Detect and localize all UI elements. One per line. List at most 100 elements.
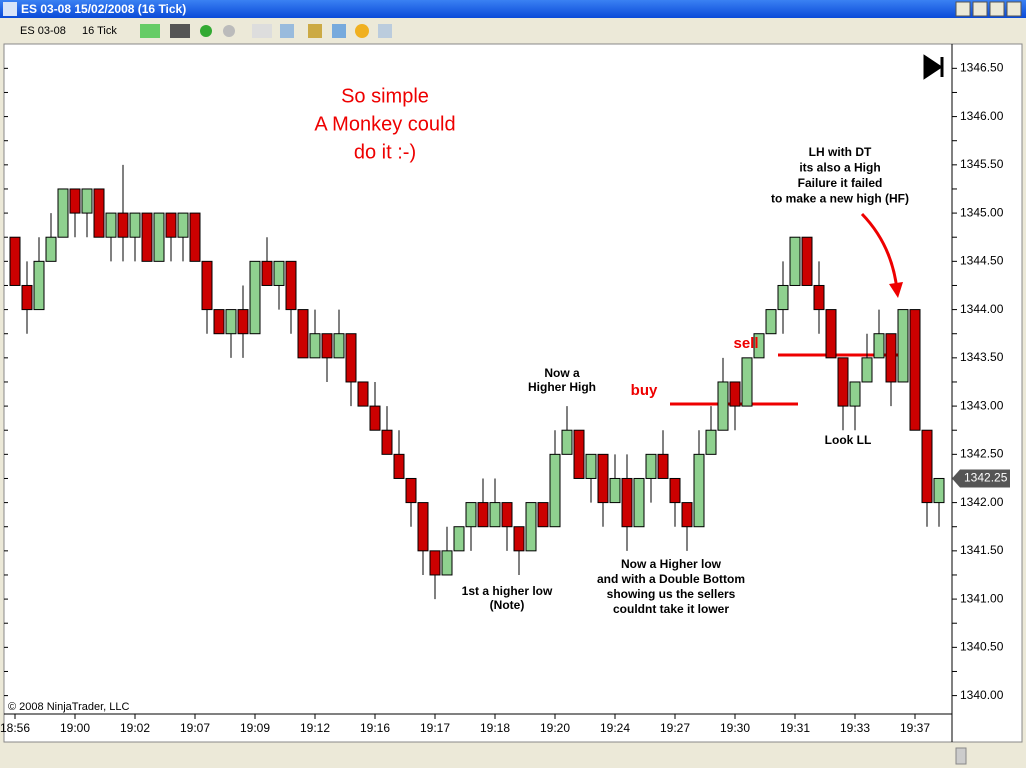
annotation: and with a Double Bottom (597, 572, 745, 586)
candle-body (105, 212, 117, 238)
data-box-button[interactable] (378, 24, 392, 38)
candle-body (693, 453, 705, 528)
candle-body (153, 212, 165, 262)
candle-body (681, 502, 693, 528)
scroll-thumb[interactable] (955, 747, 967, 765)
candle-body (165, 212, 177, 238)
x-tick-label: 19:33 (840, 721, 870, 735)
annotation: couldnt take it lower (613, 602, 729, 616)
draw-tool-button[interactable] (170, 24, 190, 38)
annotation-arrow (860, 212, 899, 291)
x-tick-label: 19:20 (540, 721, 570, 735)
annotation: LH with DT (809, 145, 872, 159)
close-button[interactable] (1006, 1, 1022, 17)
candle-body (717, 381, 729, 431)
candle-body (333, 333, 345, 359)
window-title: ES 03-08 15/02/2008 (16 Tick) (21, 2, 186, 16)
y-tick-label: 1346.00 (960, 109, 1004, 123)
x-tick-label: 19:17 (420, 721, 450, 735)
instrument-selector[interactable]: ES 03-08 (20, 25, 66, 37)
x-tick-label: 19:09 (240, 721, 270, 735)
candle-body (561, 429, 573, 455)
candle-body (753, 333, 765, 359)
annotation: Higher High (528, 380, 596, 394)
candle-body (93, 188, 105, 238)
annotation: do it :-) (354, 141, 416, 163)
pointer-button[interactable] (252, 24, 272, 38)
candle-body (609, 477, 621, 504)
candle-body (801, 236, 813, 286)
y-tick-label: 1344.00 (960, 302, 1004, 316)
order-button[interactable] (355, 24, 369, 38)
app-icon (3, 2, 17, 16)
chart-style-button[interactable] (140, 24, 160, 38)
candle-body (417, 502, 429, 552)
candle-body (513, 526, 525, 552)
properties-button[interactable] (280, 24, 294, 38)
candle-body (537, 502, 549, 528)
candle-body (873, 333, 885, 359)
candle-body (429, 550, 441, 576)
candle-body (285, 260, 297, 311)
y-tick-label: 1340.50 (960, 640, 1004, 654)
annotation: A Monkey could (314, 113, 455, 135)
candle-body (261, 260, 273, 286)
candle-body (573, 429, 585, 479)
candle-body (69, 188, 81, 214)
y-tick-label: 1346.50 (960, 61, 1004, 75)
candle-body (921, 429, 933, 504)
interval-selector[interactable]: 16 Tick (82, 25, 117, 37)
candle-body (633, 477, 645, 528)
candle-body (741, 357, 753, 407)
strategy-button[interactable] (308, 24, 322, 38)
x-tick-label: 19:24 (600, 721, 630, 735)
annotation: to make a new high (HF) (771, 192, 909, 206)
candle-body (777, 284, 789, 311)
annotation: Now a (544, 366, 580, 380)
copyright: © 2008 NinjaTrader, LLC (8, 701, 129, 713)
candle-body (585, 453, 597, 479)
candle-body (837, 357, 849, 407)
candle-body (789, 236, 801, 286)
restore-button[interactable] (972, 1, 988, 17)
annotation: So simple (341, 85, 429, 107)
candle-body (345, 333, 357, 383)
y-tick-label: 1342.00 (960, 495, 1004, 509)
candle-body (273, 260, 285, 286)
x-tick-label: 19:02 (120, 721, 150, 735)
candle-body (297, 309, 309, 359)
minimize-button[interactable] (955, 1, 971, 17)
candle-body (405, 477, 417, 504)
candle-body (489, 502, 501, 528)
x-tick-label: 19:12 (300, 721, 330, 735)
annotation: its also a High (799, 161, 880, 175)
x-tick-label: 19:00 (60, 721, 90, 735)
candle-body (909, 309, 921, 431)
y-tick-label: 1341.50 (960, 543, 1004, 557)
candle-body (369, 405, 381, 431)
annotation: Failure it failed (798, 176, 883, 190)
indicator-button[interactable] (332, 24, 346, 38)
scroll-end-button[interactable] (923, 54, 944, 80)
x-tick-label: 19:37 (900, 721, 930, 735)
title-bar (0, 0, 1026, 18)
candle-body (321, 333, 333, 359)
candle-body (897, 309, 909, 383)
annotation: Now a Higher low (621, 557, 722, 571)
maximize-button[interactable] (989, 1, 1005, 17)
candle-body (309, 333, 321, 359)
candle-body (657, 453, 669, 479)
candle-body (357, 381, 369, 407)
annotation: showing us the sellers (607, 587, 736, 601)
x-tick-label: 18:56 (0, 721, 30, 735)
candle-body (765, 309, 777, 335)
zoom-out-button[interactable] (223, 25, 235, 37)
zoom-in-button[interactable] (200, 25, 212, 37)
x-tick-label: 19:27 (660, 721, 690, 735)
candle-body (861, 357, 873, 383)
scrollbar[interactable] (0, 744, 1026, 768)
window-buttons[interactable] (955, 1, 1022, 17)
candle-body (33, 260, 45, 311)
